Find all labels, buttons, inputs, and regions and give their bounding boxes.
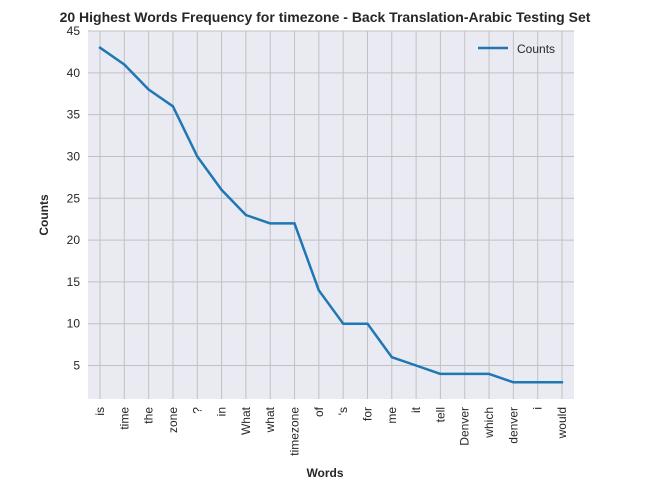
x-tick-label: zone <box>166 407 180 433</box>
data-point <box>269 222 272 225</box>
data-point <box>512 381 515 384</box>
data-point <box>390 355 393 359</box>
series-layer <box>98 46 564 384</box>
data-point <box>341 322 345 325</box>
data-point <box>123 63 126 66</box>
y-tick-labels: 5 10 15 20 25 30 35 40 45 <box>67 24 81 373</box>
chart-title: 20 Highest Words Frequency for timezone … <box>60 9 591 25</box>
data-point <box>171 105 175 108</box>
data-point <box>560 381 564 384</box>
plot-area <box>88 31 574 399</box>
x-tick-label: is <box>93 407 107 416</box>
x-tick-labels: is time the zone? in What what timezone of 's for m… <box>93 406 569 455</box>
x-tick-label: of <box>312 406 326 417</box>
x-tick-label: for <box>360 407 374 421</box>
x-tick-label: denver <box>506 407 520 444</box>
x-tick-label: 's <box>336 407 350 415</box>
grid-lines <box>88 30 574 399</box>
legend-label: Counts <box>517 42 555 56</box>
x-axis-label: Words <box>306 466 343 480</box>
x-tick-label: ? <box>190 407 204 414</box>
y-tick-label: 35 <box>67 108 81 122</box>
x-tick-label: in <box>215 407 229 416</box>
data-point <box>196 155 199 158</box>
data-point <box>439 372 442 376</box>
data-point <box>366 322 369 325</box>
data-point <box>463 372 466 376</box>
data-point <box>487 372 491 376</box>
y-tick-label: 20 <box>67 233 81 247</box>
data-point <box>98 46 102 49</box>
y-tick-label: 40 <box>67 66 81 80</box>
y-tick-label: 45 <box>67 24 81 38</box>
x-tick-label: would <box>555 407 569 439</box>
data-point <box>147 88 150 91</box>
x-tick-label: me <box>385 407 399 424</box>
data-point <box>244 213 248 217</box>
series-line-counts <box>98 46 564 384</box>
y-tick-label: 30 <box>67 149 81 163</box>
x-tick-label: What <box>239 406 253 435</box>
x-tick-label: Denver <box>458 407 472 446</box>
y-tick-label: 25 <box>67 191 81 205</box>
x-tick-label: tell <box>433 407 447 422</box>
data-point <box>220 188 223 192</box>
data-point <box>414 364 418 367</box>
x-tick-label: i <box>531 407 545 410</box>
data-point <box>293 222 296 225</box>
y-tick-label: 15 <box>67 275 81 289</box>
x-tick-label: which <box>482 407 496 439</box>
data-point <box>317 289 321 292</box>
x-tick-label: the <box>142 407 156 424</box>
data-point <box>536 381 539 384</box>
y-tick-label: 10 <box>67 317 81 331</box>
legend: Counts <box>478 42 555 56</box>
x-tick-label: what <box>263 406 277 433</box>
x-tick-label: time <box>117 407 131 430</box>
x-tick-label: it <box>409 406 423 413</box>
y-axis-label: Counts <box>37 194 51 236</box>
x-tick-label: timezone <box>288 407 302 456</box>
y-tick-label: 5 <box>73 359 80 373</box>
